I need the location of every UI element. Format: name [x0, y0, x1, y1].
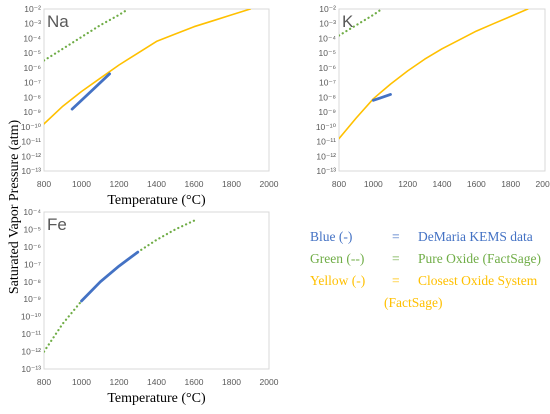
series-line-green-fe: [44, 219, 196, 353]
y-tick-label-na: 10⁻²: [24, 4, 41, 14]
legend-key-blue: Blue (-): [310, 229, 353, 244]
panel-label-k: K: [342, 12, 354, 31]
x-tick-label-na: 1600: [185, 179, 204, 189]
y-tick-label-fe: 10⁻⁸: [23, 277, 41, 287]
y-tick-label-na: 10⁻⁵: [24, 48, 41, 58]
y-tick-label-k: 10⁻⁵: [319, 48, 336, 58]
y-tick-label-na: 10⁻⁸: [23, 92, 41, 102]
legend-value-yellow-continued: (FactSage): [384, 295, 443, 310]
x-axis-title-fe: Temperature (°C): [107, 391, 206, 406]
y-tick-label-k: 10⁻⁸: [318, 92, 336, 102]
legend-item-blue: Blue (-) = DeMaria KEMS data: [310, 226, 550, 248]
legend-key-green: Green (--): [310, 251, 365, 266]
x-tick-label-na: 2000: [260, 179, 279, 189]
legend-equals-blue: =: [392, 229, 400, 244]
y-tick-label-na: 10⁻⁷: [24, 78, 41, 88]
legend-key-yellow: Yellow (-): [310, 273, 366, 288]
y-tick-label-na: 10⁻⁶: [24, 63, 41, 73]
y-tick-label-na: 10⁻⁹: [23, 107, 41, 117]
legend-item-green: Green (--) = Pure Oxide (FactSage): [310, 248, 550, 270]
series-line-yellow-k: [339, 9, 529, 140]
series-line-green-k: [339, 9, 383, 37]
y-tick-label-na: 10⁻¹¹: [21, 137, 41, 147]
y-tick-label-na: 10⁻⁴: [23, 33, 41, 43]
x-tick-label-na: 1400: [147, 179, 166, 189]
legend-value-yellow: Closest Oxide System: [418, 273, 538, 288]
y-tick-label-k: 10⁻³: [319, 19, 336, 29]
x-tick-label-fe: 1800: [222, 377, 241, 387]
y-tick-label-k: 10⁻⁷: [319, 78, 336, 88]
panel-k: K 10⁻² 10⁻³ 10⁻⁴ 10⁻⁵ 10⁻⁶ 10⁻⁷ 10⁻⁸ 10⁻⁹ 10⁻¹⁰ 10…: [316, 4, 550, 189]
legend-value-blue: DeMaria KEMS data: [418, 229, 533, 244]
legend-item-yellow-continued: (FactSage): [310, 292, 550, 314]
shared-y-axis-title: Saturated Vapor Pressure (atm): [7, 120, 22, 295]
y-tick-label-fe: 10⁻¹²: [21, 347, 41, 357]
x-tick-label-fe: 1000: [72, 377, 91, 387]
y-tick-label-na: 10⁻¹²: [21, 151, 41, 161]
y-tick-label-k: 10⁻¹⁰: [316, 122, 337, 132]
legend-value-green: Pure Oxide (FactSage): [418, 251, 541, 266]
legend-equals-green: =: [392, 251, 400, 266]
y-tick-label-na: 10⁻³: [24, 19, 41, 29]
series-line-yellow-na: [44, 9, 252, 125]
series-line-blue-na: [70, 72, 111, 111]
y-tick-label-k: 10⁻¹³: [316, 166, 336, 176]
x-tick-label-fe: 1600: [185, 377, 204, 387]
x-axis-title-na: Temperature (°C): [107, 193, 206, 208]
y-tick-label-fe: 10⁻⁴: [23, 207, 41, 217]
x-tick-label-k: 1600: [467, 179, 486, 189]
x-tick-label-na: 1000: [72, 179, 91, 189]
x-tick-label-na: 1800: [222, 179, 241, 189]
plot-area-k: [338, 8, 546, 172]
series-line-green-na: [44, 9, 130, 62]
series-line-blue-k: [371, 93, 392, 102]
x-tick-label-na: 1200: [110, 179, 129, 189]
x-tick-label-fe: 1200: [110, 377, 129, 387]
y-tick-label-fe: 10⁻⁷: [24, 259, 41, 269]
x-tick-label-k: 1000: [364, 179, 383, 189]
x-tick-label-k: 1400: [433, 179, 452, 189]
panel-fe: Fe 10⁻⁴ 10⁻⁵ 10⁻⁶ 10⁻⁷ 10⁻⁸ 10⁻⁹ 10⁻¹⁰ 10⁻¹¹ 10⁻¹…: [21, 207, 279, 406]
y-tick-label-k: 10⁻¹²: [316, 151, 336, 161]
y-tick-label-na: 10⁻¹³: [21, 166, 41, 176]
y-tick-label-fe: 10⁻¹¹: [21, 329, 41, 339]
x-tick-label-fe: 800: [37, 377, 51, 387]
x-tick-label-na: 800: [37, 179, 51, 189]
series-line-blue-fe: [80, 250, 140, 303]
y-tick-label-k: 10⁻⁶: [319, 63, 336, 73]
plot-area-fe: [43, 211, 270, 370]
plot-area-na: [43, 8, 270, 172]
y-tick-label-k: 10⁻⁹: [318, 107, 336, 117]
panel-na: Na 10⁻² 10⁻³ 10⁻⁴ 10⁻⁵ 10⁻⁶ 10⁻⁷ 10⁻⁸ 10⁻⁹ 10⁻¹⁰ 1…: [21, 4, 279, 208]
legend-equals-yellow: =: [392, 273, 400, 288]
y-tick-label-k: 10⁻²: [319, 4, 336, 14]
y-tick-label-na: 10⁻¹⁰: [21, 122, 42, 132]
y-tick-label-fe: 10⁻¹³: [21, 364, 41, 374]
y-tick-label-fe: 10⁻⁵: [24, 224, 41, 234]
y-tick-label-fe: 10⁻⁹: [23, 294, 41, 304]
y-tick-label-fe: 10⁻¹⁰: [21, 312, 42, 322]
y-tick-label-k: 10⁻¹¹: [316, 137, 336, 147]
x-tick-label-fe: 2000: [260, 377, 279, 387]
panel-label-na: Na: [47, 12, 69, 31]
x-tick-label-k: 1800: [501, 179, 520, 189]
y-tick-label-fe: 10⁻⁶: [24, 242, 41, 252]
y-tick-label-k: 10⁻⁴: [318, 33, 336, 43]
x-tick-label-k: 800: [332, 179, 346, 189]
x-tick-label-k: 2000: [536, 179, 550, 189]
legend: Blue (-) = DeMaria KEMS data Green (--) …: [310, 226, 550, 314]
panel-label-fe: Fe: [47, 215, 67, 234]
legend-item-yellow: Yellow (-) = Closest Oxide System: [310, 270, 550, 292]
x-tick-label-k: 1200: [398, 179, 417, 189]
x-tick-label-fe: 1400: [147, 377, 166, 387]
